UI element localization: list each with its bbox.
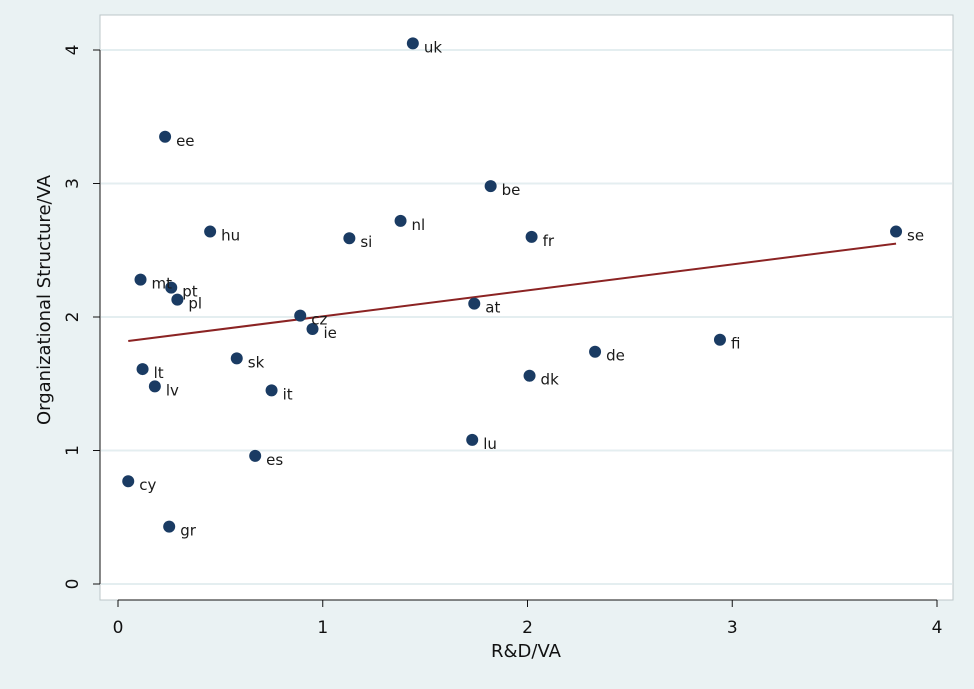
data-point-fr: [525, 230, 538, 243]
data-label-nl: nl: [412, 216, 426, 234]
y-tick-label: 3: [63, 178, 83, 189]
data-point-es: [249, 449, 262, 462]
data-point-se: [890, 225, 903, 238]
data-point-lt: [136, 363, 149, 376]
data-point-dk: [523, 369, 536, 382]
data-point-be: [484, 180, 497, 193]
data-label-fi: fi: [731, 335, 740, 353]
data-label-lu: lu: [483, 435, 497, 453]
data-label-at: at: [485, 299, 500, 317]
tick-labels: 0 1 2 3 4 0 1 2 3 4: [63, 45, 942, 638]
data-point-cy: [122, 475, 135, 488]
data-label-dk: dk: [541, 371, 560, 389]
data-point-uk: [406, 37, 419, 50]
data-label-se: se: [907, 227, 924, 245]
data-label-mt: mt: [152, 275, 173, 293]
data-label-ee: ee: [176, 132, 194, 150]
data-point-cz: [294, 309, 307, 322]
data-point-gr: [163, 520, 176, 533]
data-point-fi: [713, 333, 726, 346]
data-point-hu: [204, 225, 217, 238]
y-tick-label: 1: [63, 445, 83, 456]
data-point-ie: [306, 323, 319, 336]
x-tick-label: 1: [317, 618, 328, 638]
data-point-nl: [394, 214, 407, 227]
data-label-be: be: [502, 181, 521, 199]
x-axis-title: R&D/VA: [491, 641, 562, 662]
data-label-pl: pl: [188, 295, 202, 313]
data-label-si: si: [360, 233, 372, 251]
fit-line-group: [128, 242, 897, 343]
data-point-pt: [165, 281, 178, 294]
x-tick-label: 2: [522, 618, 533, 638]
axes: [93, 49, 938, 607]
data-label-fr: fr: [543, 232, 555, 250]
data-label-lv: lv: [166, 381, 179, 399]
y-axis-title: Organizational Structure/VA: [34, 174, 55, 425]
x-tick-label: 3: [727, 618, 738, 638]
data-point-de: [589, 345, 602, 358]
data-label-de: de: [606, 347, 625, 365]
fit-line: [128, 242, 897, 343]
data-point-pl: [171, 293, 184, 306]
data-point-sk: [230, 352, 243, 365]
plot-area: [99, 14, 954, 601]
data-label-hu: hu: [221, 227, 240, 245]
data-label-es: es: [266, 451, 283, 469]
data-point-at: [468, 297, 481, 310]
data-label-cz: cz: [311, 311, 327, 329]
y-tick-label: 0: [63, 579, 83, 590]
data-label-lt: lt: [154, 364, 164, 382]
y-tick-label: 4: [63, 45, 83, 56]
data-label-it: it: [283, 385, 293, 403]
grid-lines: [101, 49, 952, 585]
data-label-pt: pt: [182, 283, 198, 301]
data-point-ee: [159, 130, 172, 143]
data-point-lv: [148, 380, 161, 393]
data-point-mt: [134, 273, 147, 286]
data-label-gr: gr: [180, 522, 197, 540]
x-tick-label: 4: [932, 618, 943, 638]
y-tick-label: 2: [63, 312, 83, 323]
data-point-lu: [466, 433, 479, 446]
data-point-si: [343, 232, 356, 245]
data-label-cy: cy: [139, 476, 156, 494]
data-point-it: [265, 384, 278, 397]
data-label-sk: sk: [248, 353, 265, 371]
data-label-ie: ie: [324, 324, 337, 342]
data-label-uk: uk: [424, 38, 443, 56]
data-points: [122, 37, 903, 533]
x-tick-label: 0: [113, 618, 124, 638]
